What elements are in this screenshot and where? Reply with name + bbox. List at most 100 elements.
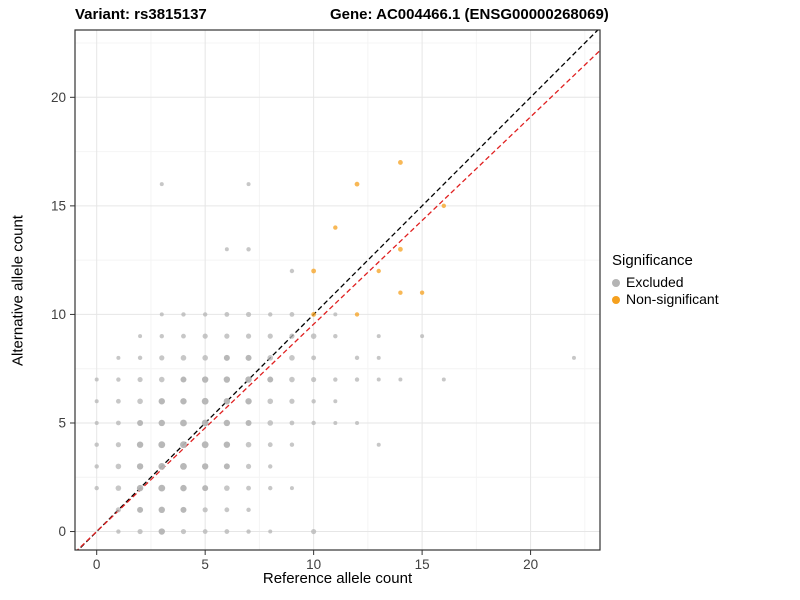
- point-excluded: [246, 182, 251, 187]
- point-excluded: [94, 464, 99, 469]
- gene-title: Gene: AC004466.1 (ENSG00000268069): [330, 6, 609, 23]
- point-excluded: [158, 506, 165, 514]
- point-non-significant: [354, 312, 360, 317]
- point-excluded: [289, 486, 294, 491]
- point-excluded: [115, 507, 121, 513]
- point-excluded: [201, 419, 209, 427]
- point-excluded: [136, 484, 144, 492]
- point-excluded: [268, 485, 273, 491]
- point-excluded: [268, 529, 273, 534]
- point-excluded: [202, 312, 208, 317]
- y-axis-label: Alternative allele count: [9, 215, 27, 366]
- point-excluded: [115, 398, 121, 404]
- point-excluded: [116, 529, 121, 534]
- point-excluded: [180, 441, 187, 449]
- point-excluded: [180, 376, 187, 383]
- legend-label-excluded: Excluded: [626, 274, 684, 290]
- point-excluded: [116, 355, 121, 360]
- point-excluded: [311, 528, 317, 535]
- point-excluded: [202, 333, 208, 339]
- point-excluded: [201, 463, 209, 470]
- point-excluded: [245, 311, 252, 318]
- point-excluded: [289, 398, 295, 404]
- y-tick-label: 10: [51, 307, 66, 322]
- point-excluded: [158, 463, 166, 470]
- point-excluded: [333, 312, 338, 317]
- point-excluded: [245, 333, 252, 339]
- point-excluded: [136, 463, 144, 470]
- point-excluded: [311, 399, 316, 404]
- point-excluded: [289, 442, 295, 447]
- point-excluded: [137, 506, 144, 513]
- point-excluded: [116, 377, 121, 382]
- point-excluded: [202, 507, 208, 513]
- point-excluded: [354, 355, 360, 361]
- point-excluded: [289, 333, 295, 339]
- point-excluded: [267, 442, 273, 448]
- point-excluded: [180, 506, 187, 513]
- point-excluded: [181, 333, 186, 339]
- legend-item-non-significant: Non-significant: [612, 291, 796, 308]
- point-excluded: [94, 442, 99, 447]
- x-axis-label: Reference allele count: [262, 570, 413, 587]
- point-excluded: [441, 377, 446, 382]
- point-excluded: [245, 376, 252, 383]
- point-excluded: [202, 355, 208, 361]
- point-excluded: [159, 333, 164, 339]
- point-excluded: [333, 399, 338, 404]
- point-excluded: [267, 420, 274, 426]
- point-excluded: [201, 397, 209, 405]
- point-excluded: [267, 355, 274, 361]
- point-excluded: [159, 312, 164, 317]
- point-excluded: [201, 376, 209, 383]
- point-excluded: [137, 376, 143, 383]
- point-excluded: [354, 377, 360, 382]
- point-non-significant: [398, 160, 403, 165]
- point-excluded: [245, 398, 252, 405]
- point-excluded: [138, 334, 143, 339]
- point-excluded: [181, 312, 186, 317]
- point-excluded: [137, 398, 143, 405]
- point-excluded: [224, 312, 230, 317]
- point-excluded: [289, 355, 295, 361]
- point-excluded: [159, 355, 165, 361]
- point-excluded: [223, 419, 231, 427]
- point-excluded: [158, 398, 165, 405]
- point-excluded: [289, 312, 295, 317]
- point-excluded: [94, 420, 99, 425]
- point-excluded: [267, 398, 274, 405]
- point-excluded: [115, 485, 122, 491]
- point-excluded: [158, 484, 166, 492]
- point-excluded: [246, 507, 251, 513]
- point-excluded: [158, 376, 165, 383]
- legend-dot-excluded: [612, 278, 620, 287]
- point-non-significant: [376, 268, 381, 274]
- point-excluded: [223, 441, 231, 448]
- x-tick-label: 5: [201, 557, 209, 572]
- point-excluded: [268, 464, 273, 469]
- point-excluded: [333, 420, 338, 425]
- x-tick-label: 10: [306, 557, 321, 572]
- point-excluded: [246, 247, 251, 252]
- point-non-significant: [311, 312, 317, 317]
- legend-dot-non-significant: [612, 295, 620, 304]
- point-non-significant: [398, 246, 403, 252]
- legend-title: Significance: [612, 252, 693, 269]
- y-tick-label: 15: [51, 198, 66, 213]
- panel-border: [74, 29, 601, 551]
- x-tick-label: 0: [93, 557, 101, 572]
- point-excluded: [245, 354, 252, 361]
- point-excluded: [159, 182, 164, 187]
- y-tick-label: 0: [58, 524, 66, 539]
- point-excluded: [333, 377, 338, 382]
- point-excluded: [267, 333, 273, 339]
- point-excluded: [158, 441, 166, 449]
- point-excluded: [245, 463, 252, 470]
- point-excluded: [311, 420, 316, 426]
- point-non-significant: [333, 225, 338, 230]
- point-excluded: [137, 528, 143, 535]
- point-non-significant: [398, 290, 403, 295]
- point-excluded: [201, 441, 209, 449]
